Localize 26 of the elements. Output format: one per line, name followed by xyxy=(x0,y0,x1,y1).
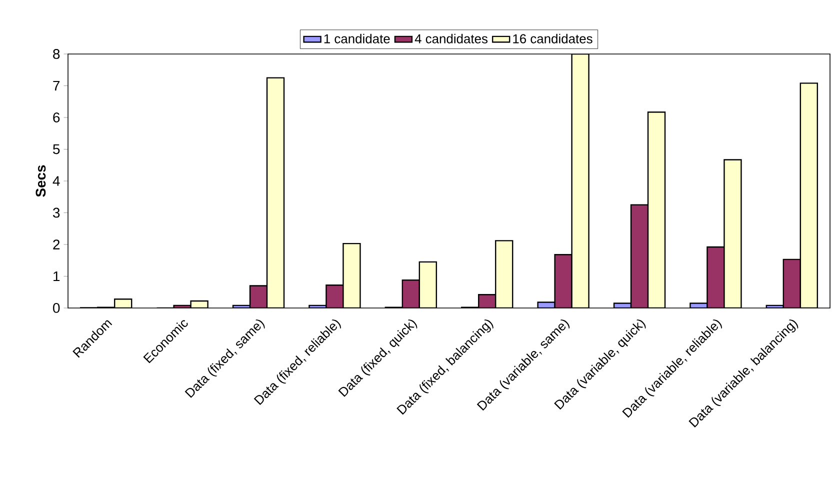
y-tick-label: 2 xyxy=(53,240,60,250)
y-tick-label: 4 xyxy=(52,176,60,186)
y-tick-label: 7 xyxy=(53,80,60,91)
bar xyxy=(707,247,724,308)
bar xyxy=(402,280,420,308)
y-tick-label: 0 xyxy=(53,303,60,313)
bar xyxy=(800,82,818,308)
y-tick-label: 1 xyxy=(54,271,60,282)
y-axis-title: Secs xyxy=(36,165,46,197)
bar xyxy=(554,254,572,308)
legend-label: 16 candidates xyxy=(513,34,592,44)
bar xyxy=(782,258,802,308)
legend-label: 1 candidate xyxy=(324,34,390,44)
bar xyxy=(648,112,666,308)
bar xyxy=(343,244,360,308)
y-tick-label: 6 xyxy=(53,112,60,122)
legend-label: 4 candidates xyxy=(414,34,488,44)
bar xyxy=(724,160,742,308)
bar xyxy=(419,262,436,308)
y-tick-label: 3 xyxy=(53,208,60,218)
bar xyxy=(572,54,589,308)
y-tick-label: 5 xyxy=(53,144,60,154)
bar xyxy=(496,240,513,308)
y-tick-label: 8 xyxy=(53,49,60,59)
bar xyxy=(631,204,648,308)
bar xyxy=(267,78,284,308)
